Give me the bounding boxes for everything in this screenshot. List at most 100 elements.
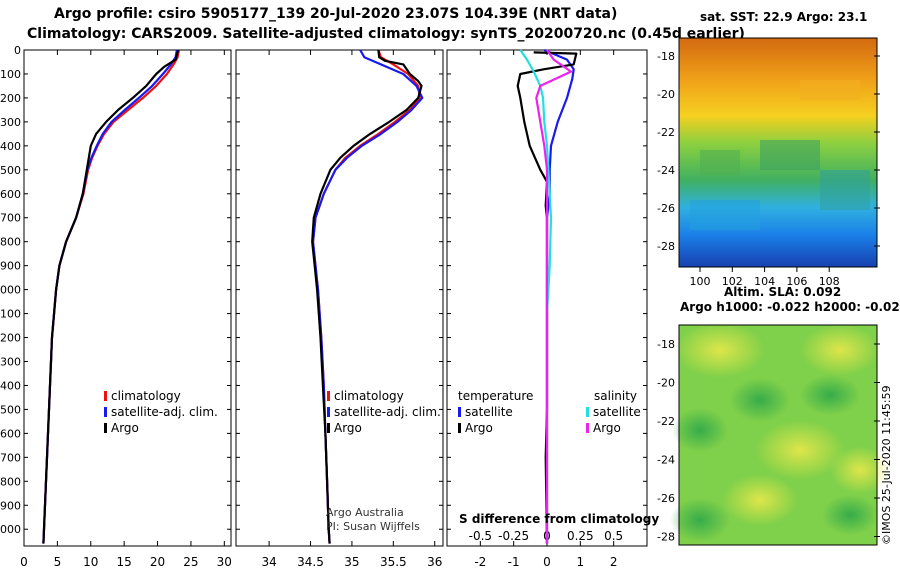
satellite-swatch [458, 407, 461, 417]
temperature-legend: climatology satellite-adj. clim. Argo [104, 388, 218, 436]
sla-lat-label: -24 [657, 454, 675, 467]
sst-lat-label: -24 [657, 164, 675, 177]
magenta-swatch [586, 423, 589, 433]
sst-lat-label: -26 [657, 202, 675, 215]
sst-lat-label: -28 [657, 240, 675, 253]
x-tick-label: 0 [20, 555, 28, 569]
sla-lat-label: -26 [657, 492, 675, 505]
depth-tick-label: 1800 [0, 475, 21, 488]
series-line-climatology [311, 49, 421, 544]
legend-argo: Argo [111, 421, 139, 435]
sst-lon-label: 100 [690, 275, 711, 288]
sla-map-subtitle: Argo h1000: -0.022 h2000: -0.022 [680, 300, 900, 314]
legend-temperature-heading: temperature [458, 389, 534, 403]
series-layer [42, 48, 578, 544]
depth-tick-label: 1200 [0, 332, 21, 345]
plot-title-line1: Argo profile: csiro 5905177_139 20-Jul-2… [54, 6, 618, 22]
depth-tick-label: 200 [0, 92, 21, 105]
legend-climatology: climatology [111, 389, 181, 403]
sla-map-axes: -18 -20 -22 -24 -26 -28 [657, 338, 880, 544]
depth-tick-label: 900 [0, 260, 21, 273]
sla-lat-label: -22 [657, 415, 675, 428]
legend-sal-argo: Argo [593, 421, 621, 435]
depth-tick-label: 1600 [0, 427, 21, 440]
argo-swatch [104, 423, 107, 433]
depth-tick-label: 1000 [0, 284, 21, 297]
sdiff-tick-label: 0.25 [567, 529, 594, 543]
tdiff-tick-label: -1 [508, 555, 520, 569]
sst-map-frame [678, 37, 878, 268]
sla-map-texture [670, 322, 890, 542]
depth-tick-label: 100 [0, 68, 21, 81]
axes-layer: 0100200300400500600700800900100011001200… [0, 44, 647, 569]
legend-salinity-heading: salinity [594, 389, 638, 403]
sdiff-tick-label: 0.5 [604, 529, 623, 543]
depth-tick-label: 400 [0, 140, 21, 153]
depth-tick-label: 800 [0, 236, 21, 249]
depth-tick-label: 300 [0, 116, 21, 129]
sst-map-title: sat. SST: 22.9 Argo: 23.1 [700, 10, 868, 24]
depth-tick-label: 1100 [0, 308, 21, 321]
depth-tick-label: 700 [0, 212, 21, 225]
sdiff-tick-label: -0.25 [498, 529, 529, 543]
sla-lat-label: -18 [657, 338, 675, 351]
x-tick-label: 25 [183, 555, 198, 569]
legend-argo: Argo [334, 421, 362, 435]
x-tick-label: 10 [83, 555, 98, 569]
x-tick-label: 15 [117, 555, 132, 569]
depth-tick-label: 1300 [0, 355, 21, 368]
x-tick-label: 5 [54, 555, 62, 569]
depth-tick-label: 500 [0, 164, 21, 177]
depth-tick-label: 2000 [0, 523, 21, 536]
sdiff-tick-label: -0.5 [469, 529, 492, 543]
satellite-swatch [104, 407, 107, 417]
depth-tick-label: 600 [0, 188, 21, 201]
sst-lon-label: 102 [722, 275, 743, 288]
credit-institution: Argo Australia [326, 506, 404, 519]
depth-tick-label: 1500 [0, 403, 21, 416]
temperature-panel-frame [23, 49, 232, 547]
depth-tick-label: 1900 [0, 499, 21, 512]
sla-map-title: Altim. SLA: 0.092 [724, 285, 842, 299]
tdiff-tick-label: 1 [577, 555, 585, 569]
sst-lon-label: 106 [786, 275, 807, 288]
legend-climatology: climatology [334, 389, 404, 403]
salinity-panel-frame [235, 49, 444, 547]
series-line-argo [311, 49, 423, 544]
climatology-swatch [327, 391, 330, 401]
satellite-swatch [327, 407, 330, 417]
sst-map-texture [690, 80, 870, 230]
sdiff-axis-title: S difference from climatology [459, 512, 660, 526]
legend-satellite: satellite-adj. clim. [111, 405, 218, 419]
sla-map-frame [678, 324, 878, 546]
salinity-legend: climatology satellite-adj. clim. Argo [327, 388, 441, 436]
sst-map-axes: 100 102 104 106 108 -18 -20 -22 -24 -26 -28 [657, 50, 880, 288]
depth-tick-label: 1400 [0, 379, 21, 392]
x-tick-label: 35.5 [380, 555, 407, 569]
legend-sal-satellite: satellite [593, 405, 641, 419]
x-tick-label: 34 [261, 555, 276, 569]
depth-tick-label: 1700 [0, 451, 21, 464]
sst-lat-label: -20 [657, 88, 675, 101]
x-tick-label: 36 [427, 555, 442, 569]
sst-lon-label: 108 [819, 275, 840, 288]
legend-satellite: satellite-adj. clim. [334, 405, 441, 419]
x-tick-label: 35 [344, 555, 359, 569]
legend-temp-argo: Argo [465, 421, 493, 435]
series-line-argo [42, 49, 180, 544]
tdiff-tick-label: 2 [610, 555, 618, 569]
credit-pi: PI: Susan Wijffels [326, 520, 420, 533]
cyan-swatch [586, 407, 589, 417]
x-tick-label: 20 [150, 555, 165, 569]
copyright-timestamp: ©IMOS 25-Jul-2020 11:45:59 [880, 385, 893, 545]
argo-swatch [327, 423, 330, 433]
legend-temp-satellite: satellite [465, 405, 513, 419]
x-tick-label: 30 [217, 555, 232, 569]
sdiff-legend-temperature: temperature satellite Argo [458, 388, 533, 436]
tdiff-tick-label: -2 [474, 555, 486, 569]
sla-lat-label: -20 [657, 377, 675, 390]
sst-lon-label: 104 [754, 275, 775, 288]
sst-lat-label: -18 [657, 50, 675, 63]
argo-swatch [458, 423, 461, 433]
